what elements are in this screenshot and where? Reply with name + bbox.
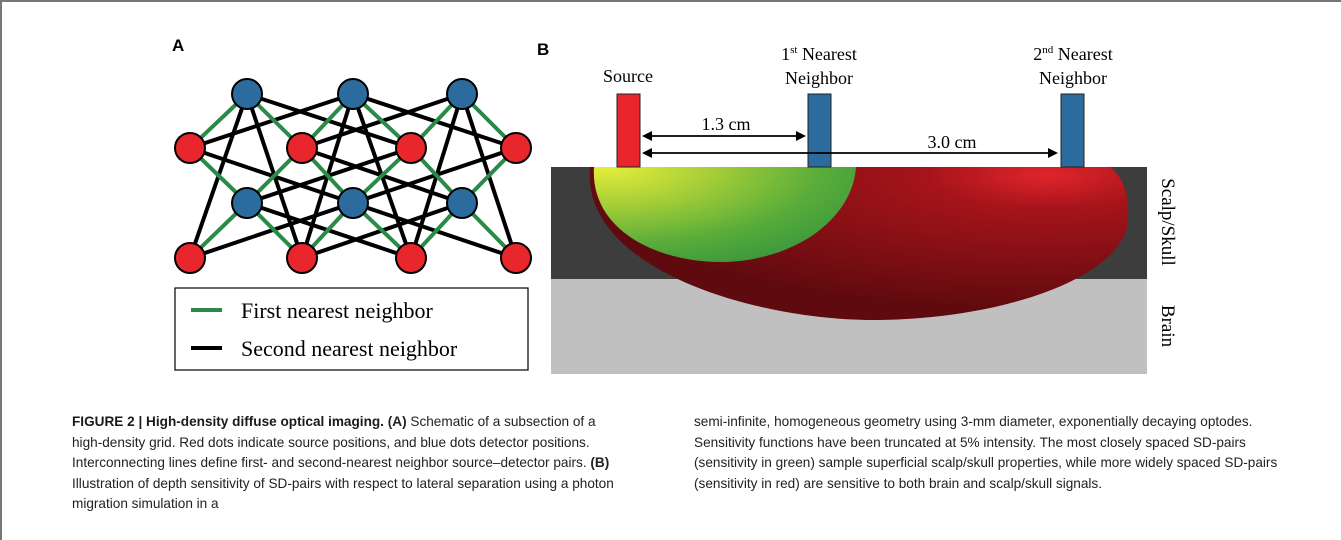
legend-box: First nearest neighbor Second nearest ne… — [174, 287, 529, 371]
first-neighbor-label-line1: 1st Nearest — [781, 44, 857, 64]
source-node — [395, 242, 427, 274]
legend-first-label: First nearest neighbor — [241, 298, 434, 323]
detector-node — [446, 78, 478, 110]
first-neighbor-detector — [807, 93, 832, 168]
frame-top-border — [0, 0, 1341, 2]
second-neighbor-detector — [1060, 93, 1085, 168]
brain-label: Brain — [1157, 305, 1178, 348]
source-node — [395, 132, 427, 164]
green-sensitivity-banana — [593, 167, 856, 262]
source-label: Source — [603, 66, 653, 86]
detector-node — [446, 187, 478, 219]
detector-node — [231, 78, 263, 110]
panel-b-label: B — [537, 40, 549, 59]
source-optode — [616, 93, 641, 168]
detector-node — [231, 187, 263, 219]
source-node — [500, 242, 532, 274]
second-neighbor-line — [189, 201, 354, 260]
caption-b-text2: semi-infinite, homogeneous geometry usin… — [694, 414, 1278, 491]
detector-node — [337, 78, 369, 110]
panel-a-grid-diagram: A First nearest neighbor Second nearest … — [172, 36, 532, 371]
distance-label-2: 3.0 cm — [928, 132, 977, 152]
source-node — [174, 132, 206, 164]
caption-title: FIGURE 2 | High-density diffuse optical … — [72, 414, 384, 429]
distance-arrow-2 — [642, 148, 1058, 158]
source-node — [286, 242, 318, 274]
caption-a-tag: (A) — [387, 414, 407, 429]
distance-arrow-1 — [642, 131, 806, 141]
panel-a-label: A — [172, 36, 184, 55]
caption-b-tag: (B) — [590, 455, 610, 470]
second-neighbor-line — [189, 92, 354, 150]
frame-left-border — [0, 0, 2, 540]
grid-nodes — [174, 78, 532, 274]
source-node — [174, 242, 206, 274]
caption-a-text: Schematic of a subsection of a high-dens… — [72, 414, 596, 470]
legend-second-label: Second nearest neighbor — [241, 336, 458, 361]
panel-b-sensitivity-diagram: B Source 1st Nearest Neighbor 2nd Neares… — [537, 40, 1178, 374]
second-neighbor-label-line1: 2nd Nearest — [1033, 44, 1112, 64]
scalp-skull-label: Scalp/Skull — [1157, 178, 1178, 266]
figure-caption-right-column: semi-infinite, homogeneous geometry usin… — [694, 412, 1304, 494]
second-neighbor-line — [189, 146, 354, 205]
caption-b-text1: Illustration of depth sensitivity of SD-… — [72, 475, 614, 512]
source-node — [500, 132, 532, 164]
figure-caption-left-column: FIGURE 2 | High-density diffuse optical … — [72, 412, 622, 515]
detector-node — [337, 187, 369, 219]
second-neighbor-label-line2: Neighbor — [1039, 68, 1107, 88]
distance-label-1: 1.3 cm — [702, 114, 751, 134]
first-neighbor-label-line2: Neighbor — [785, 68, 853, 88]
source-node — [286, 132, 318, 164]
